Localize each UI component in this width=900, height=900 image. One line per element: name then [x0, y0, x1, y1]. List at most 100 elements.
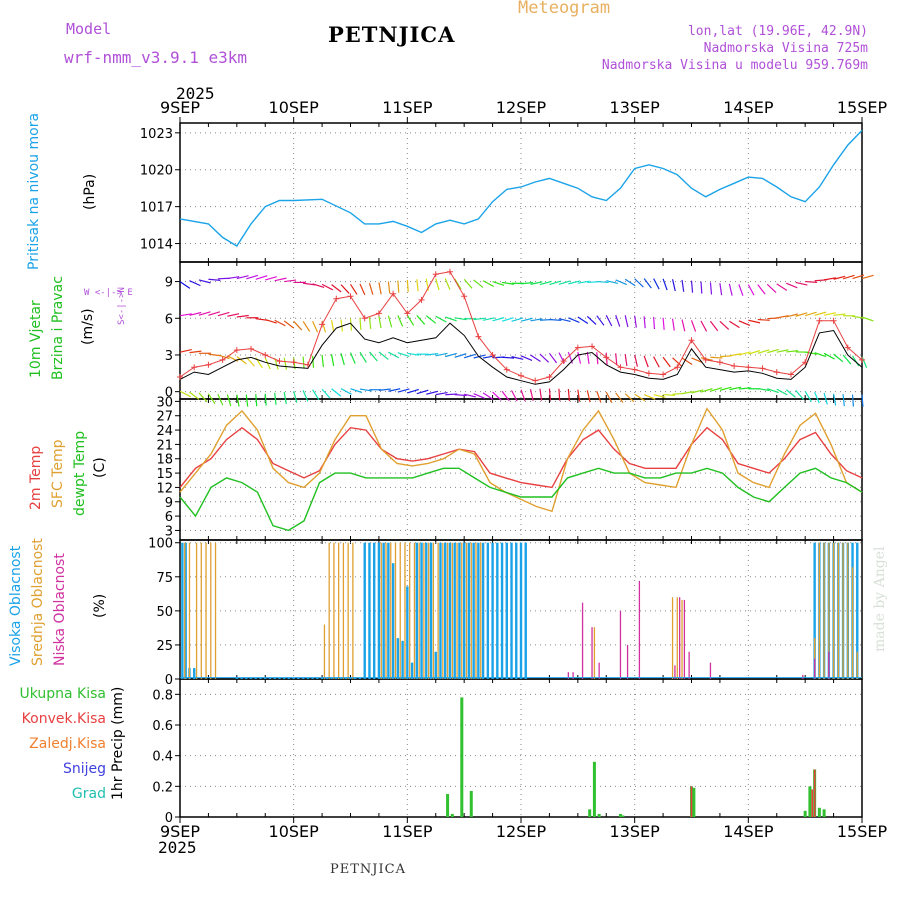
wind-gust-marker: [802, 359, 809, 366]
wind-vector: [444, 278, 451, 290]
wind-vector: [397, 280, 400, 293]
cloud-high-bar: [249, 677, 253, 679]
precip-total-bar: [588, 809, 592, 817]
wind-vector: [577, 280, 590, 284]
wind-gust-marker: [461, 293, 468, 300]
cloud-high-bar: [301, 677, 305, 679]
wind-vector: [350, 388, 363, 394]
cloud-high-bar: [420, 542, 423, 679]
wind-vector: [330, 320, 335, 333]
wind-vector: [851, 394, 855, 407]
wind-vector: [312, 283, 325, 288]
wind-vector: [435, 315, 447, 323]
wind-vector: [681, 279, 685, 292]
wind-vector: [786, 350, 799, 353]
wind-vector: [510, 390, 518, 402]
pressure-line: [179, 129, 863, 247]
wind-vector: [330, 353, 335, 367]
wind-vector: [530, 318, 543, 322]
wind-vector: [312, 355, 315, 368]
wind-vector: [653, 394, 666, 398]
cloud-high-bar: [519, 542, 523, 679]
wind-vector: [662, 278, 668, 291]
wind-vector: [245, 356, 255, 367]
wind-vector: [577, 316, 589, 325]
cloud-high-bar: [330, 677, 333, 679]
wind-vector: [274, 357, 279, 370]
wind-vector: [454, 317, 467, 321]
cloud-high-bar: [282, 677, 286, 679]
wind-vector: [340, 353, 345, 366]
wind-vector: [368, 316, 372, 329]
wind-vector: [321, 283, 334, 291]
wind-vector: [729, 353, 742, 357]
wind-vector: [568, 317, 580, 324]
wind-vector: [643, 394, 656, 400]
y-tick-label: 1017: [140, 201, 173, 216]
precip-conv-label: Konvek.Kisa: [21, 711, 106, 727]
wind-vector: [823, 312, 836, 316]
y-tick-label: 0.8: [152, 688, 173, 703]
wind-gust-marker: [844, 344, 851, 351]
wind-vector: [283, 320, 295, 329]
wind-vector: [416, 279, 419, 292]
precip-total-bar: [597, 813, 601, 817]
cloud-high-bar: [439, 542, 442, 679]
cloud-high-bar: [181, 542, 184, 679]
wind-gust-marker: [304, 361, 311, 368]
temp-dew-line: [179, 467, 863, 532]
date-label-bottom: 13SEP: [610, 822, 661, 841]
cloud-high-bar: [278, 677, 281, 679]
y-tick-label: 21: [156, 438, 173, 453]
cloud-high-bar: [406, 586, 409, 679]
cloud-high-bar: [524, 542, 527, 679]
wind-vector: [747, 284, 755, 296]
cloud-high-bar: [856, 542, 859, 679]
wind-vector: [709, 282, 713, 295]
wind-vector: [719, 320, 730, 330]
year-bottom: 2025: [158, 838, 197, 857]
wind-gust-marker: [276, 358, 283, 365]
cloud-high-bar: [254, 677, 257, 679]
wind-vector: [520, 389, 526, 402]
wind-vector: [397, 352, 410, 358]
cloud-high-bar: [401, 640, 404, 679]
wind-vector: [435, 391, 448, 396]
wind-gust-marker: [546, 373, 553, 380]
wind-vector: [387, 315, 393, 328]
date-label-top: 12SEP: [496, 98, 547, 117]
y-tick-label: 24: [156, 424, 173, 439]
wind-vector: [861, 394, 864, 407]
y-tick-label: 1023: [140, 127, 173, 142]
wind-vector: [861, 316, 874, 322]
wind-vector: [265, 318, 277, 324]
wind-vector: [795, 281, 808, 286]
cloud-high-bar: [458, 542, 461, 679]
wind-vector: [426, 353, 439, 356]
wind-vector: [861, 274, 874, 280]
wind-gust-marker: [660, 371, 667, 378]
wind-vector: [596, 315, 605, 326]
wind-vector: [814, 352, 827, 358]
wind-vector: [681, 357, 693, 365]
wind-vector: [236, 275, 249, 280]
wind-gust-marker: [731, 362, 738, 369]
wind-vector: [615, 392, 624, 403]
wind-gust-marker: [205, 361, 212, 368]
wind-vector: [757, 349, 770, 354]
date-label-top: 14SEP: [723, 98, 774, 117]
wind-gust-marker: [319, 321, 326, 328]
wind-vector: [738, 320, 751, 326]
wind-gust-marker: [418, 296, 425, 303]
wind-gust-marker: [702, 356, 709, 363]
y-tick-label: 100: [148, 537, 173, 552]
date-label-top: 9SEP: [160, 98, 200, 117]
wind-vector: [378, 282, 382, 295]
wind-vector: [785, 389, 796, 398]
wind-vector: [511, 317, 524, 322]
wind-vector: [653, 278, 660, 290]
cloud-high-bar: [477, 542, 480, 679]
wind-vector: [568, 280, 581, 285]
wind-vector: [700, 320, 708, 332]
wind-gust-marker: [475, 333, 482, 340]
